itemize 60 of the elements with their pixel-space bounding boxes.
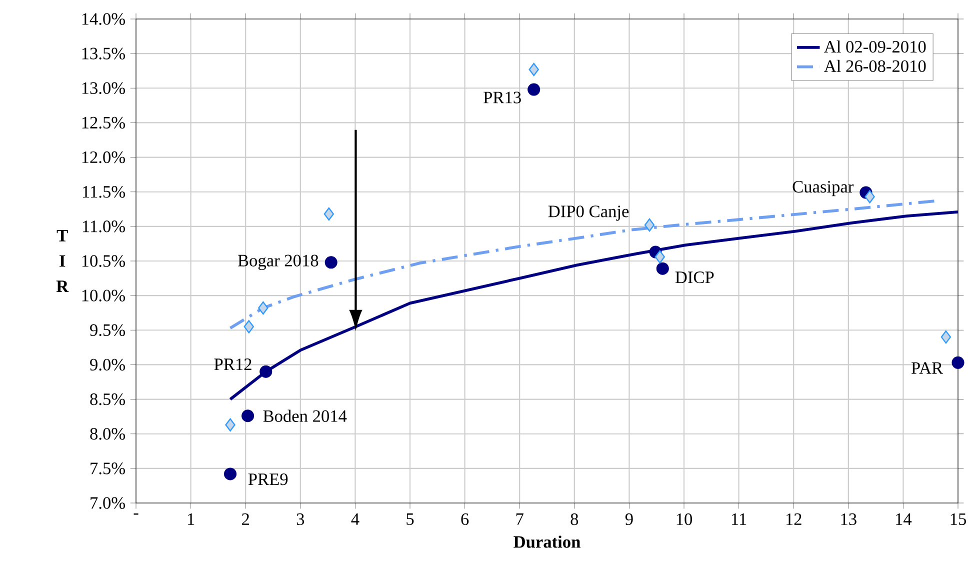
y-tick-label: 14.0% — [82, 13, 126, 25]
annotation: DIP0 Canje — [548, 206, 629, 221]
y-tick-label: 11.0% — [83, 220, 126, 232]
x-tick-label: 2 — [242, 513, 249, 525]
x-tick-label: 14 — [896, 513, 912, 525]
x-tick-label: 9 — [625, 513, 633, 526]
y-tick-label: 13.0% — [82, 82, 126, 94]
point — [324, 256, 338, 269]
point — [324, 207, 334, 221]
x-tick-label: 3 — [296, 513, 304, 526]
point — [654, 250, 665, 264]
x-tick-label: 8 — [570, 513, 578, 526]
y-tick-label: 11.5% — [83, 186, 126, 198]
y-tick-label: 13.5% — [82, 48, 126, 60]
annotation: PAR — [911, 362, 944, 374]
point — [644, 218, 655, 232]
y-tick-label: 7.0% — [90, 497, 126, 509]
x-tick-label: 6 — [461, 513, 469, 526]
point — [528, 83, 540, 96]
point — [952, 356, 964, 369]
x-tick-label: 4 — [351, 513, 360, 525]
annotation: PRE9 — [248, 473, 288, 486]
x-tick-label: 1 — [188, 513, 194, 525]
point — [225, 418, 236, 432]
point — [656, 262, 669, 275]
point — [242, 410, 254, 422]
annotation: Boden 2014 — [263, 410, 347, 422]
point — [244, 320, 254, 334]
annotation: Cuasipar — [792, 180, 854, 196]
point — [260, 365, 272, 378]
y-tick-label: 8.0% — [90, 428, 126, 440]
annotation: PR13 — [484, 92, 521, 104]
x-tick-label: 12 — [786, 513, 802, 525]
y-tick-label: 9.5% — [90, 324, 126, 336]
y-tick-label: 10.0% — [82, 290, 126, 302]
y-tick-label: 7.5% — [90, 462, 126, 474]
x-tick-label: 11 — [732, 513, 746, 525]
point — [940, 330, 952, 344]
legend-label: Al 02-09-2010 — [824, 40, 926, 53]
x-tick-label: 10 — [676, 513, 692, 526]
point — [224, 468, 237, 480]
y-tick-label: 12.0% — [82, 151, 126, 164]
x-tick-label: 15 — [950, 513, 966, 526]
annotation: PR12 — [214, 358, 252, 370]
y-axis-title: T I R — [56, 230, 69, 292]
legend-label: Al 26-08-2010 — [824, 60, 926, 72]
x-tick-label: 13 — [841, 513, 856, 526]
x-tick-label: 7 — [516, 513, 524, 525]
x-tick-label: 5 — [406, 513, 414, 525]
y-tick-label: 8.5% — [90, 393, 126, 406]
y-tick-label: 12.5% — [82, 116, 126, 129]
point — [258, 301, 268, 315]
y-tick-label: 10.5% — [82, 255, 126, 267]
annotation: DICP — [675, 272, 714, 284]
point — [528, 62, 539, 76]
point — [864, 190, 875, 204]
x-axis-title: Duration — [514, 536, 580, 548]
y-tick-label: 9.0% — [90, 358, 126, 371]
annotation: Bogar 2018 — [238, 254, 318, 270]
x-tick-label: - — [134, 513, 138, 515]
